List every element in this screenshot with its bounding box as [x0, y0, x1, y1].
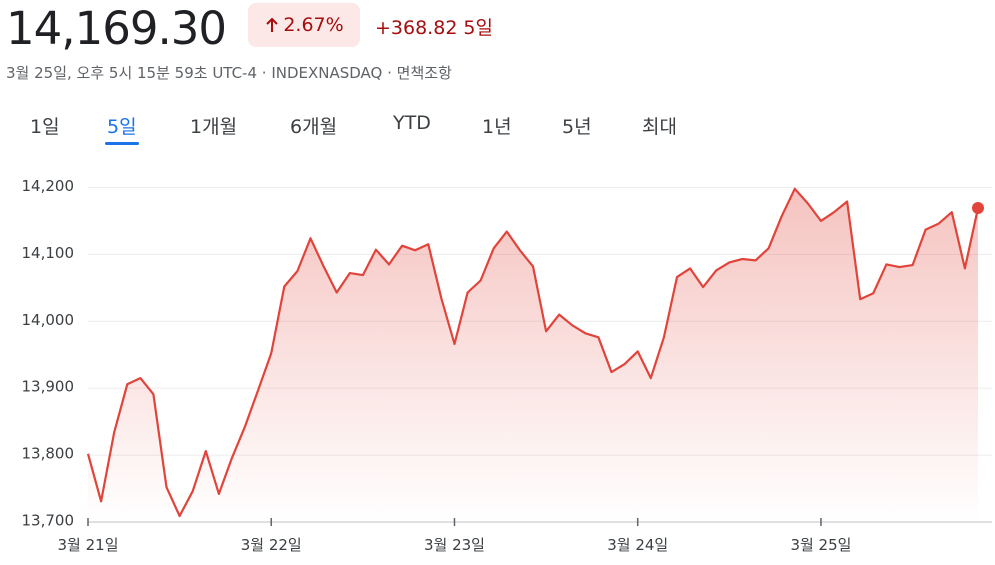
range-tab[interactable]: 6개월 [290, 116, 338, 138]
change-value: +368.82 [375, 17, 458, 39]
x-tick-label: 3월 25일 [790, 536, 851, 554]
change: +368.82 5일 [375, 13, 499, 40]
y-tick-label: 13,700 [22, 512, 75, 530]
price-line [86, 187, 980, 518]
range-tab[interactable]: YTD [393, 112, 431, 134]
range-tab[interactable]: 최대 [642, 116, 677, 138]
range-tab[interactable]: 5일 [105, 112, 139, 145]
range-tab[interactable]: 5년 [562, 116, 592, 138]
y-tick-label: 14,100 [22, 244, 75, 262]
change-percent: 2.67% [283, 14, 344, 36]
y-tick-label: 13,800 [22, 445, 75, 463]
x-tick-label: 3월 21일 [58, 536, 119, 554]
subtitle: 3월 25일, 오후 5시 15분 59초 UTC-4 · INDEXNASDA… [6, 64, 452, 82]
x-tick-label: 3월 22일 [241, 536, 302, 554]
up-arrow [266, 17, 279, 32]
change-period: 5일 [463, 17, 493, 39]
y-tick-label: 14,000 [22, 311, 75, 329]
range-tab[interactable]: 1개월 [190, 116, 238, 138]
x-tick-label: 3월 24일 [607, 536, 668, 554]
y-tick-label: 14,200 [22, 177, 75, 195]
change-percent-chip: 2.67% [248, 3, 360, 47]
x-tick-label: 3월 23일 [424, 536, 485, 554]
price: 14,169.30 [6, 2, 227, 55]
range-tab[interactable]: 1일 [30, 116, 60, 138]
y-tick-label: 13,900 [22, 378, 75, 396]
area [88, 188, 978, 523]
last-point [972, 201, 984, 214]
range-tab[interactable]: 1년 [482, 116, 512, 138]
